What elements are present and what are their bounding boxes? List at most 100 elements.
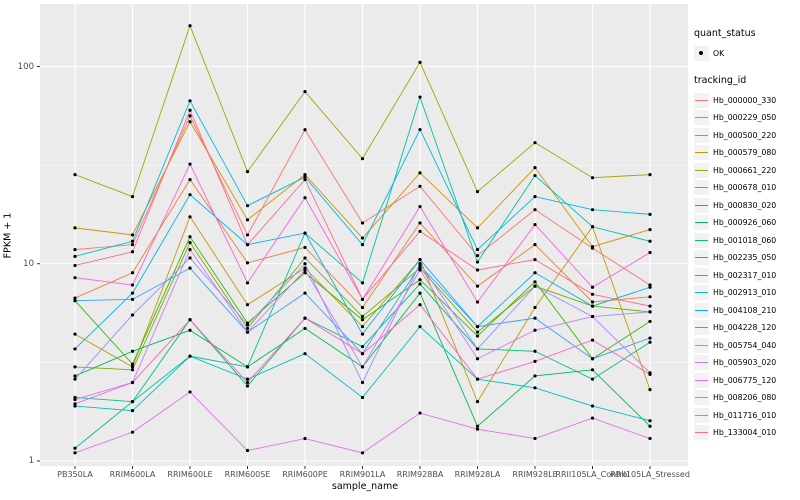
data-point <box>303 326 307 331</box>
data-point <box>73 263 77 268</box>
tracking-id-entry-label: Hb_006775_120 <box>713 375 777 385</box>
ok-point-icon <box>699 51 703 56</box>
data-point <box>418 60 422 64</box>
legend-line-swatch <box>695 239 708 241</box>
data-point <box>418 184 422 188</box>
data-point <box>245 326 250 331</box>
data-point <box>303 262 307 266</box>
data-point <box>188 256 192 260</box>
data-point <box>475 268 480 272</box>
tracking-id-entry: Hb_000000_330 <box>694 92 798 110</box>
data-point <box>130 400 135 404</box>
data-point <box>590 245 595 249</box>
data-point <box>303 231 307 235</box>
data-point <box>533 173 537 178</box>
data-point <box>360 318 365 322</box>
data-point <box>188 108 192 112</box>
data-point <box>73 347 77 351</box>
data-point <box>188 328 192 332</box>
legend-line-swatch <box>695 274 708 276</box>
data-point <box>73 397 77 402</box>
data-point <box>303 316 307 320</box>
tracking-id-entry-label: Hb_002317_010 <box>713 270 777 280</box>
legend-line-swatch <box>695 344 708 346</box>
data-point <box>533 280 537 284</box>
data-point <box>590 338 595 342</box>
data-point <box>188 354 192 358</box>
data-point <box>590 404 595 408</box>
data-point <box>360 325 365 329</box>
tracking-id-group: tracking_id Hb_000000_330 Hb_000229_050 Hb… <box>694 75 798 442</box>
data-point <box>648 295 652 299</box>
data-point <box>418 221 422 225</box>
legend-key-box <box>694 110 709 126</box>
tracking-id-entry: Hb_002913_010 <box>694 284 798 302</box>
data-point <box>303 196 307 200</box>
x-tick-label: RRIM600PE <box>282 470 328 479</box>
data-point <box>188 241 192 245</box>
data-point <box>245 384 250 388</box>
data-point <box>533 166 537 170</box>
tracking-id-entry: Hb_000229_050 <box>694 109 798 127</box>
y-axis-title: FPKM + 1 <box>2 212 14 259</box>
data-point <box>533 284 537 288</box>
data-point <box>533 305 537 310</box>
legend-key-box <box>694 180 709 196</box>
data-point <box>590 416 595 420</box>
data-point <box>590 285 595 289</box>
data-point <box>188 120 192 124</box>
data-point <box>303 173 307 177</box>
tracking-id-entry-label: Hb_000926_060 <box>713 218 777 228</box>
legend-key-box <box>694 162 709 178</box>
legend-key-box <box>694 407 709 423</box>
data-point <box>648 304 652 308</box>
data-point <box>245 233 250 237</box>
data-point <box>590 357 595 361</box>
tracking-id-legend-title: tracking_id <box>694 74 747 86</box>
tracking-id-entry: Hb_008206_080 <box>694 389 798 407</box>
data-point <box>648 173 652 177</box>
data-point <box>648 239 652 243</box>
data-point <box>533 359 537 363</box>
data-point <box>188 390 192 394</box>
data-point <box>475 424 480 428</box>
data-point <box>360 243 365 247</box>
data-point <box>188 162 192 166</box>
data-point <box>418 278 422 282</box>
data-point <box>475 334 480 338</box>
data-point <box>533 208 537 212</box>
data-point <box>188 114 192 118</box>
data-point <box>648 419 652 423</box>
data-point <box>188 247 192 252</box>
data-point <box>360 297 365 301</box>
tracking-id-entry: Hb_000830_020 <box>694 197 798 215</box>
data-point <box>303 128 307 132</box>
y-tick-label: 100 <box>17 61 34 72</box>
data-point <box>73 451 77 455</box>
data-point <box>130 297 135 301</box>
data-point <box>360 332 365 336</box>
tracking-id-entry-label: Hb_001018_060 <box>713 235 777 245</box>
legend-key-box <box>694 127 709 143</box>
data-point <box>245 243 250 247</box>
data-point <box>418 95 422 99</box>
data-point <box>245 218 250 222</box>
y-tick-label: 10 <box>23 258 34 269</box>
data-point <box>533 436 537 441</box>
tracking-id-entry: Hb_011716_010 <box>694 407 798 425</box>
data-point <box>475 253 480 258</box>
data-point <box>418 282 422 286</box>
data-point <box>245 170 250 174</box>
data-point <box>475 300 480 304</box>
data-point <box>245 303 250 307</box>
data-point <box>245 330 250 334</box>
data-point <box>648 227 652 232</box>
legend-line-swatch <box>695 397 708 399</box>
quant-status-entry-label: OK <box>713 49 725 59</box>
data-point <box>475 247 480 252</box>
data-point <box>475 377 480 381</box>
data-point <box>303 245 307 250</box>
data-point <box>130 380 135 385</box>
data-point <box>360 345 365 349</box>
